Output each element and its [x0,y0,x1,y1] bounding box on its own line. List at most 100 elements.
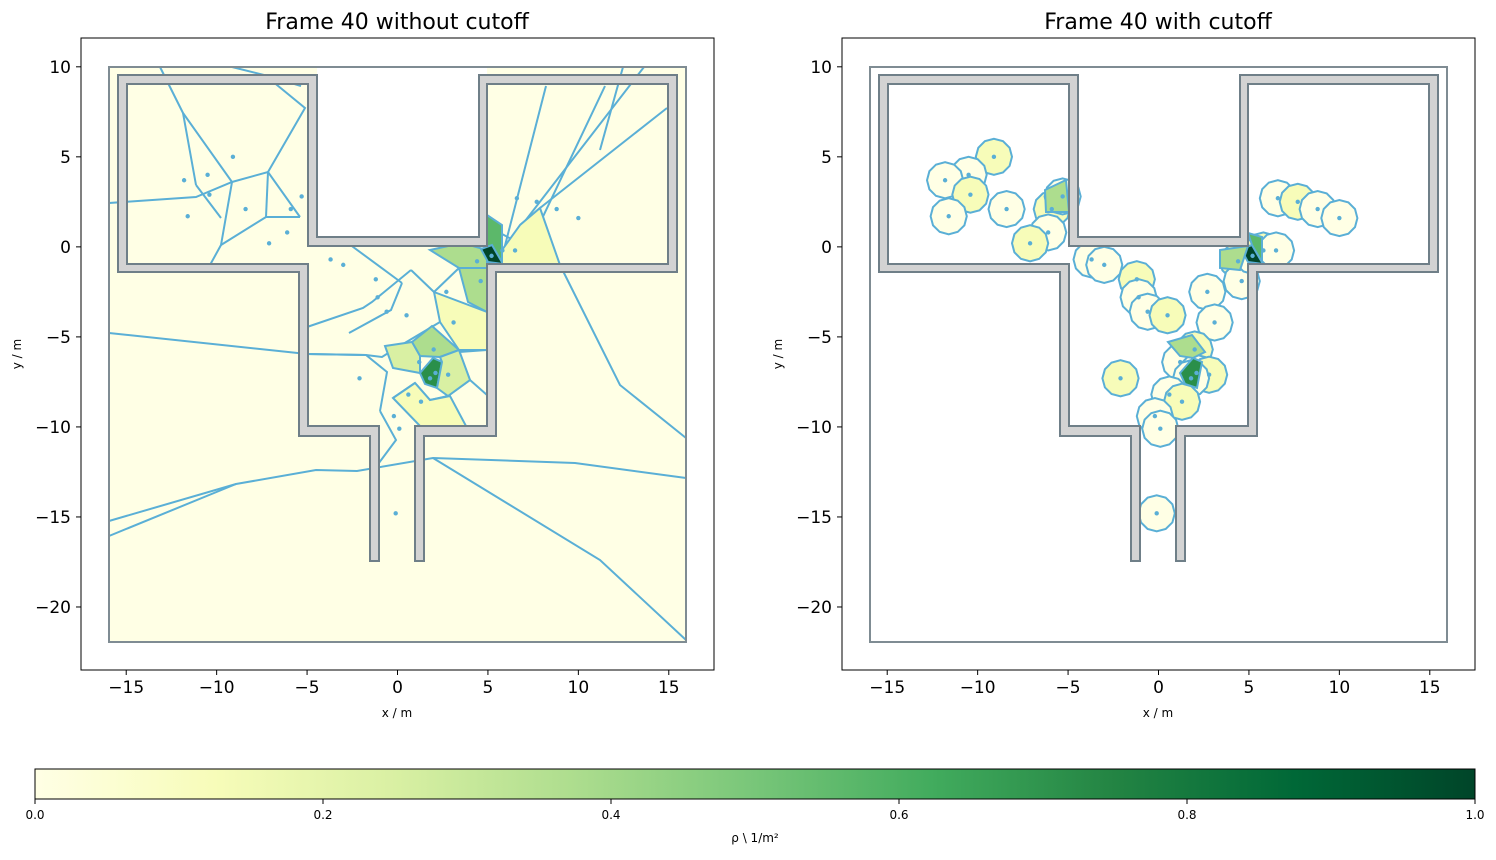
pedestrian-point [1194,370,1199,376]
pedestrian-point [1205,289,1210,295]
pedestrian-point [1295,199,1300,205]
pedestrian-point [373,277,378,282]
pedestrian-point [1145,309,1150,314]
y-tick-label: −5 [807,328,832,348]
colorbar-tick-label: 0.0 [25,808,44,822]
pedestrian-point [445,372,451,377]
pedestrian-point [288,206,293,212]
pedestrian-point [181,178,187,183]
pedestrian-point [946,214,951,219]
pedestrian-point [1060,194,1065,199]
pedestrian-point [1206,372,1212,377]
walls [117,74,678,562]
x-tick-label: −15 [869,678,905,698]
right-plot-title: Frame 40 with cutoff [1044,10,1272,35]
walls [878,74,1439,562]
pedestrian-point [1045,230,1051,235]
left-plot-title: Frame 40 without cutoff [265,10,529,35]
pedestrian-point [1154,511,1159,516]
pedestrian-point [1235,259,1241,264]
pedestrian-point [417,359,422,365]
pedestrian-point [1179,399,1185,404]
pedestrian-point [512,248,518,253]
pedestrian-point [185,214,190,219]
y-tick-label: −15 [35,508,71,528]
colorbar-tick-label: 0.8 [1177,808,1196,822]
pedestrian-point [328,257,333,262]
pedestrian-point [1273,248,1279,253]
y-tick-label: −5 [46,328,71,348]
pedestrian-point [1192,347,1197,352]
outer-boundary [108,66,687,643]
y-tick-label: 10 [810,58,832,78]
pedestrian-points [181,154,581,516]
right-x-axis-label: x / m [1143,706,1173,720]
pedestrian-point [576,215,581,221]
y-tick-label: −10 [35,418,71,438]
pedestrian-point [299,194,304,199]
pedestrian-point [489,253,494,259]
pedestrian-point [341,262,346,268]
pedestrian-point [207,192,212,197]
left-x-axis-label: x / m [382,706,412,720]
pedestrian-point [433,370,438,376]
cutoff-cells [925,137,1359,533]
pedestrian-point [1315,206,1320,212]
pedestrian-point [1118,376,1123,381]
x-tick-label: −15 [108,678,144,698]
pedestrian-point [384,309,389,314]
pedestrian-point [357,376,362,381]
pedestrian-point [266,241,272,246]
pedestrian-point [1239,278,1244,284]
outer-boundary [869,66,1448,643]
pedestrian-point [1188,376,1194,381]
colorbar-tick-label: 0.4 [601,808,620,822]
y-tick-label: 0 [821,238,832,258]
right-y-axis-label: y / m [771,339,785,369]
pedestrian-point [406,392,411,397]
pedestrian-point [1212,320,1217,325]
left-ticks: −15 −10 −5 0 5 10 15 10 5 0 −5 −10 −15 −20 [35,58,679,698]
y-tick-label: 5 [821,148,832,168]
pedestrian-point [942,178,948,183]
pedestrian-point [1261,248,1266,253]
pedestrian-point [284,230,290,235]
pedestrian-point [1136,295,1141,300]
y-tick-label: 5 [60,148,71,168]
colorbar-ticks: 0.0 0.2 0.4 0.6 0.8 1.0 [25,799,1485,822]
pedestrian-point [451,320,456,325]
x-tick-label: 10 [1329,678,1351,698]
pedestrian-point [1158,426,1163,431]
pedestrian-point [554,206,559,212]
y-tick-label: −20 [796,598,832,618]
pedestrian-point [243,206,248,212]
colorbar: 0.0 0.2 0.4 0.6 0.8 1.0 ρ \ 1/m² [25,768,1485,845]
y-tick-label: −20 [35,598,71,618]
colorbar-label: ρ \ 1/m² [731,831,779,845]
x-tick-label: 15 [1419,678,1441,698]
pedestrian-point [1049,206,1054,212]
pedestrian-point [205,172,210,178]
pedestrian-point [1167,392,1172,397]
x-tick-label: 0 [1153,678,1164,698]
panel-with-cutoff: Frame 40 with cutoff −15 −10 −5 0 5 10 15 10 5 0 −… [771,10,1476,720]
pedestrian-point [1337,215,1342,221]
pedestrian-point [1152,413,1158,419]
x-tick-label: 5 [1244,678,1255,698]
pedestrian-point [431,347,436,352]
y-tick-label: −10 [796,418,832,438]
pedestrian-point [1178,359,1183,365]
right-axes-frame [841,37,1476,671]
pedestrian-point [966,172,971,178]
pedestrian-point [1165,313,1170,318]
colorbar-gradient [34,768,1476,800]
pedestrian-point [991,154,997,160]
y-tick-label: −15 [796,508,832,528]
x-tick-label: −10 [199,678,235,698]
pedestrian-point [444,289,449,295]
x-tick-label: 5 [483,678,494,698]
pedestrian-point [427,376,433,381]
pedestrian-point [1102,262,1107,268]
pedestrian-point [1275,196,1281,201]
left-y-axis-label: y / m [10,339,24,369]
